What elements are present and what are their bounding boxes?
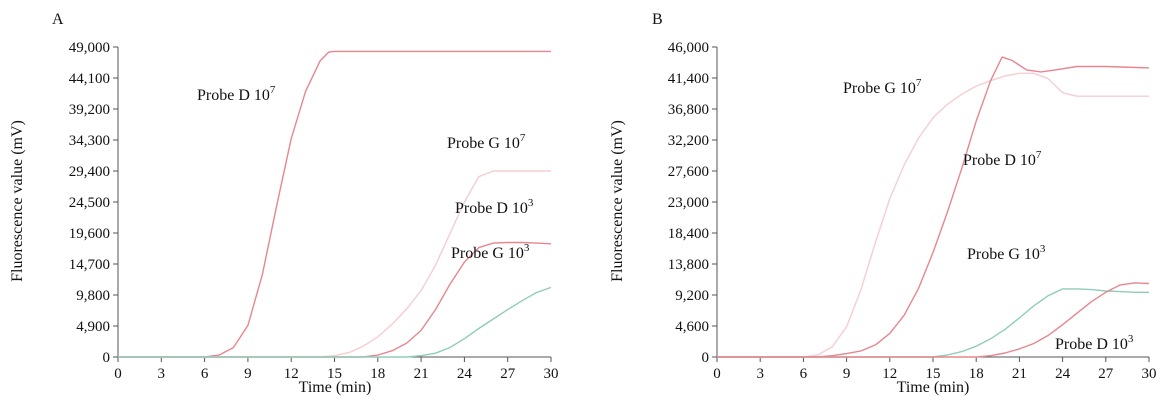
series-probe-g-10-3-a: [118, 286, 552, 358]
annotation-probe-g-10-3-b: Probe G 103: [967, 243, 1046, 263]
x-tick-label: 3: [756, 366, 764, 382]
x-tick-label: 9: [244, 366, 252, 382]
series-probe-d-10-3-a: [118, 241, 552, 358]
y-tick-label: 13,800: [668, 257, 709, 273]
y-tick-label: 36,800: [668, 102, 709, 118]
x-axis-label-a: Time (min): [299, 379, 372, 396]
x-tick-label: 15: [926, 366, 941, 382]
x-tick-label: 3: [158, 366, 166, 382]
y-axis-label-a: Fluorescence value (mV): [9, 120, 26, 282]
x-tick-label: 21: [1012, 366, 1027, 382]
x-tick-label: 24: [457, 366, 473, 382]
y-tick-label: 32,200: [668, 133, 709, 149]
y-tick-label: 4,900: [76, 319, 110, 335]
x-tick-label: 30: [1142, 366, 1157, 382]
y-tick-label: 4,600: [675, 319, 709, 335]
annotation-probe-g-10-3-a: Probe G 103: [451, 242, 530, 262]
x-axis-label-b: Time (min): [897, 379, 970, 396]
series-probe-d-10-7-b: [717, 56, 1150, 358]
x-tick-label: 6: [800, 366, 808, 382]
y-tick-label: 44,100: [69, 71, 110, 87]
y-tick-label: 39,200: [69, 102, 110, 118]
annotation-probe-d-10-3-a: Probe D 103: [455, 197, 534, 217]
y-tick-label: 0: [702, 350, 710, 366]
x-tick-label: 27: [1098, 366, 1114, 382]
x-tick-label: 6: [201, 366, 209, 382]
annotation-probe-g-10-7-b: Probe G 107: [843, 77, 922, 97]
x-tick-label: 12: [284, 366, 299, 382]
y-tick-label: 27,600: [668, 164, 709, 180]
x-tick-label: 9: [843, 366, 851, 382]
y-tick-label: 18,400: [668, 226, 709, 242]
y-axis-label-b: Fluorescence value (mV): [609, 120, 626, 282]
x-tick-label: 24: [1055, 366, 1071, 382]
y-tick-label: 41,400: [668, 71, 709, 87]
annotation-probe-d-10-3-b: Probe D 103: [1055, 333, 1134, 353]
lines-b: [717, 56, 1150, 358]
annotation-probe-g-10-7-a: Probe G 107: [447, 132, 526, 152]
panel-label-a: A: [52, 11, 64, 28]
axes-b: [716, 47, 1149, 358]
x-tick-label: 21: [414, 366, 429, 382]
y-tick-label: 46,000: [668, 40, 709, 56]
panel-b: B Fluorescence value (mV) Time (min) 0 4,…: [609, 11, 1157, 396]
ticks-a: 0 4,900 9,800 14,700 19,600 24,500 29,400 34,30…: [69, 40, 559, 382]
ticks-b: 0 4,600 9,200 13,800 18,400 23,000 27,600 32,20…: [668, 40, 1157, 382]
series-probe-g-10-3-b: [717, 288, 1149, 358]
y-tick-label: 9,200: [675, 288, 709, 304]
y-tick-label: 29,400: [69, 164, 110, 180]
annotation-probe-d-10-7-a: Probe D 107: [197, 84, 276, 104]
y-tick-label: 0: [103, 350, 111, 366]
lines-a: [118, 50, 552, 358]
annotation-probe-d-10-7-b: Probe D 107: [963, 149, 1042, 169]
panel-label-b: B: [652, 11, 663, 28]
x-tick-label: 0: [114, 366, 122, 382]
series-probe-g-10-7-b: [717, 72, 1149, 358]
x-tick-label: 15: [327, 366, 342, 382]
x-tick-label: 18: [370, 366, 385, 382]
y-tick-label: 34,300: [69, 133, 110, 149]
panel-a: A Fluorescence value (mV) Time (min) 0 4,…: [9, 11, 559, 396]
y-tick-label: 14,700: [69, 257, 110, 273]
series-probe-d-10-7-a: [118, 50, 551, 358]
x-tick-label: 27: [500, 366, 516, 382]
series-probe-d-10-3-b: [717, 282, 1150, 358]
y-tick-label: 49,000: [69, 40, 110, 56]
y-tick-label: 19,600: [69, 226, 110, 242]
x-tick-label: 30: [544, 366, 559, 382]
y-tick-label: 23,000: [668, 195, 709, 211]
y-tick-label: 24,500: [69, 195, 110, 211]
x-tick-label: 12: [882, 366, 897, 382]
x-tick-label: 18: [969, 366, 984, 382]
x-tick-label: 0: [713, 366, 721, 382]
y-tick-label: 9,800: [76, 288, 110, 304]
series-probe-g-10-7-a: [118, 170, 551, 358]
